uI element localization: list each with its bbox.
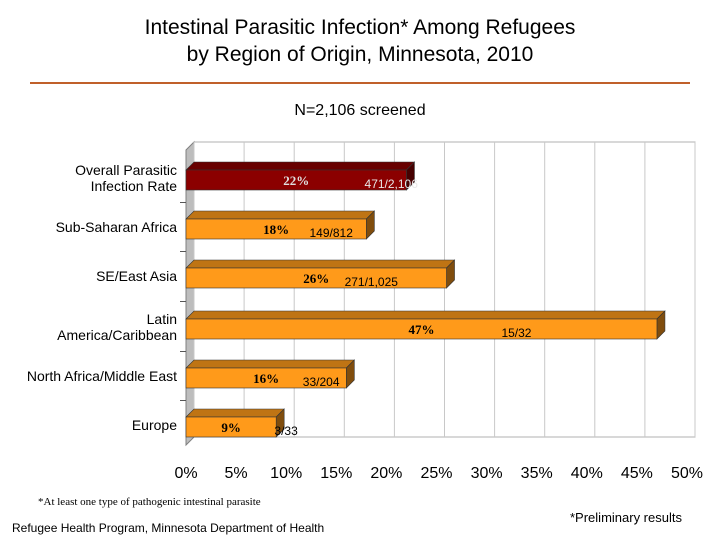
- gridlines: [180, 142, 696, 437]
- chart-subtitle: N=2,106 screened: [294, 102, 426, 119]
- category-label: Infection Rate: [91, 178, 178, 194]
- bar-top-face: [185, 359, 356, 369]
- bar-count-label: 33/204: [303, 375, 340, 389]
- x-tick-label: 5%: [225, 465, 248, 482]
- bar-count-label: 471/2,106: [365, 177, 419, 191]
- x-tick-label: 0%: [174, 465, 197, 482]
- bar-percent-label: 26%: [303, 271, 329, 286]
- bar-count-label: 3/33: [274, 424, 298, 438]
- bar: [185, 169, 407, 191]
- x-tick-label: 20%: [370, 465, 402, 482]
- bar: [185, 416, 277, 438]
- bar-count-label: 149/812: [309, 226, 353, 240]
- bar-top-face: [185, 408, 285, 418]
- x-tick-label: 35%: [521, 465, 553, 482]
- bar-count-label: 271/1,025: [345, 275, 399, 289]
- bar-percent-label: 16%: [253, 371, 279, 386]
- x-tick-label: 30%: [471, 465, 503, 482]
- chart-title-line-1: Intestinal Parasitic Infection* Among Re…: [144, 16, 576, 39]
- category-label: North Africa/Middle East: [27, 368, 177, 384]
- x-tick-label: 40%: [571, 465, 603, 482]
- bar-top-face: [185, 210, 376, 220]
- footnote: *At least one type of pathogenic intesti…: [38, 496, 261, 508]
- category-label: Europe: [132, 417, 177, 433]
- x-tick-label: 50%: [671, 465, 703, 482]
- bar-top-face: [185, 161, 416, 171]
- bar-percent-label: 18%: [263, 222, 289, 237]
- bar-percent-label: 22%: [283, 173, 309, 188]
- title-divider: [30, 82, 690, 84]
- bar: [185, 367, 347, 389]
- bar-top-face: [185, 259, 456, 269]
- preliminary-note: *Preliminary results: [570, 510, 682, 525]
- source-credit: Refugee Health Program, Minnesota Depart…: [12, 521, 325, 535]
- bar: [185, 267, 447, 289]
- x-tick-label: 45%: [621, 465, 653, 482]
- chart-title-line-2: by Region of Origin, Minnesota, 2010: [186, 43, 534, 66]
- category-label: Latin: [147, 311, 177, 327]
- x-axis-tick-labels: 0% 5% 10% 15% 20% 25% 30% 35% 40% 45% 50%: [174, 465, 703, 482]
- category-label: Sub-Saharan Africa: [56, 219, 178, 235]
- x-tick-label: 15%: [320, 465, 352, 482]
- category-label: America/Caribbean: [57, 327, 177, 343]
- x-tick-label: 10%: [270, 465, 302, 482]
- category-label: Overall Parasitic: [75, 162, 177, 178]
- category-label: SE/East Asia: [96, 268, 177, 284]
- bars: 22% 471/2,106 18% 149/812 26% 271/1,025 47% 15/…: [185, 161, 666, 438]
- x-tick-label: 25%: [420, 465, 452, 482]
- bar-count-label: 15/32: [501, 326, 531, 340]
- bar-percent-label: 47%: [408, 322, 434, 337]
- bar: [185, 218, 367, 240]
- chart-title: Intestinal Parasitic Infection* Among Re…: [0, 14, 720, 68]
- bar: [185, 318, 658, 340]
- bar-top-face: [185, 310, 666, 320]
- bar-percent-label: 9%: [221, 420, 241, 435]
